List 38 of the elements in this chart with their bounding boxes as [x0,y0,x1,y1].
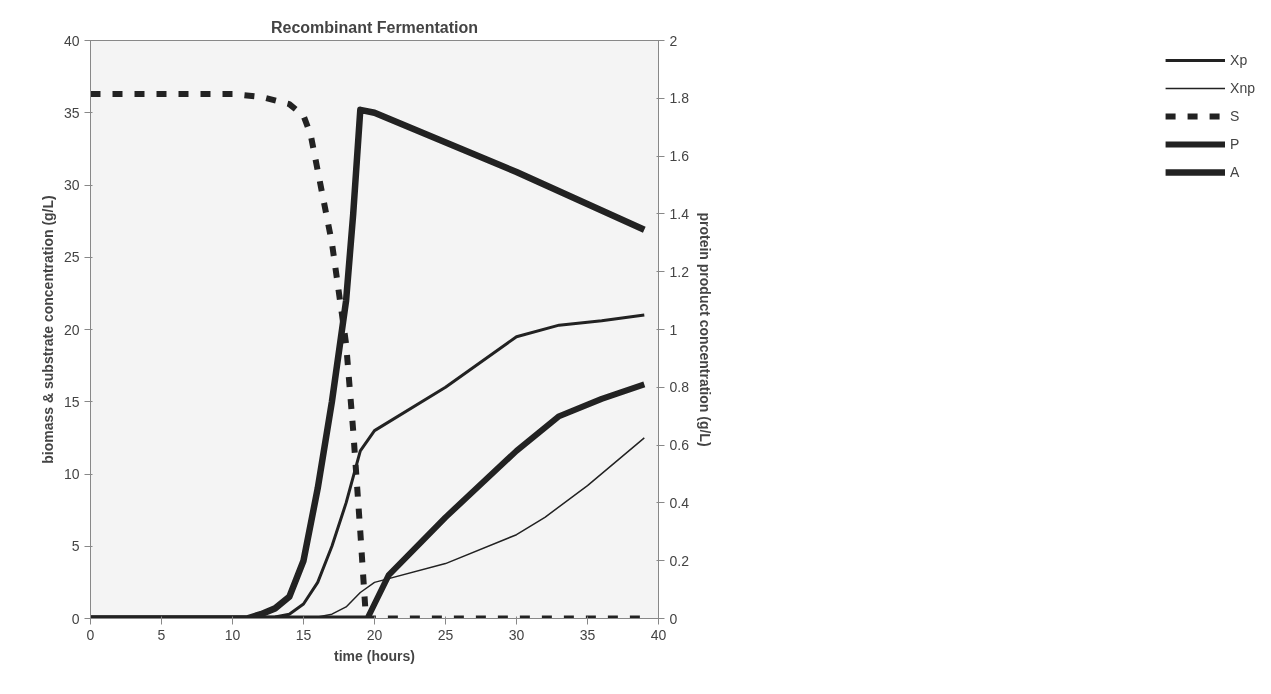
y2-tick-label: 1.8 [669,90,690,107]
legend-label: S [1230,108,1241,124]
x-tick-label: 25 [437,626,454,643]
y-tick-label: 35 [63,104,80,121]
y2-tick-label: 0.4 [669,494,690,511]
y2-tick-label: 1.6 [669,148,690,165]
x-tick-label: 10 [224,626,241,643]
y-tick-label: 20 [63,321,80,338]
y-tick-label: 25 [63,249,80,266]
y-tick-label: 0 [71,610,80,627]
y2-tick-label: 1.4 [669,205,690,222]
y2-tick-label: 2 [669,32,678,49]
x-tick-label: 15 [295,626,312,643]
x-tick-label: 35 [579,626,596,643]
y2-tick-label: 0 [669,610,678,627]
x-tick-label: 5 [157,626,166,643]
x-tick-label: 0 [86,626,95,643]
chart-title: Recombinant Fermentation [270,18,479,36]
y2-tick-label: 1.2 [669,263,690,280]
x-tick-label: 20 [366,626,383,643]
legend-label: A [1230,164,1241,180]
y2-axis-title: protein product concentration (g/L) [696,212,713,447]
x-axis-title: time (hours) [334,647,415,664]
y-tick-label: 30 [63,177,80,193]
legend-label: P [1230,136,1241,152]
y-tick-label: 40 [63,32,80,49]
y-tick-label: 5 [71,538,80,555]
y-tick-label: 10 [63,466,80,482]
legend-label: Xp [1230,52,1249,68]
y2-tick-label: 1 [669,321,678,338]
legend-label: Xnp [1230,80,1255,96]
y2-tick-label: 0.2 [669,552,690,569]
x-tick-label: 30 [508,626,525,643]
y2-tick-label: 0.8 [669,379,690,396]
y2-tick-label: 0.6 [669,437,690,454]
y-axis-title: biomass & substrate concentration (g/L) [39,195,56,464]
y-tick-label: 15 [63,393,80,410]
x-tick-label: 40 [650,626,667,643]
